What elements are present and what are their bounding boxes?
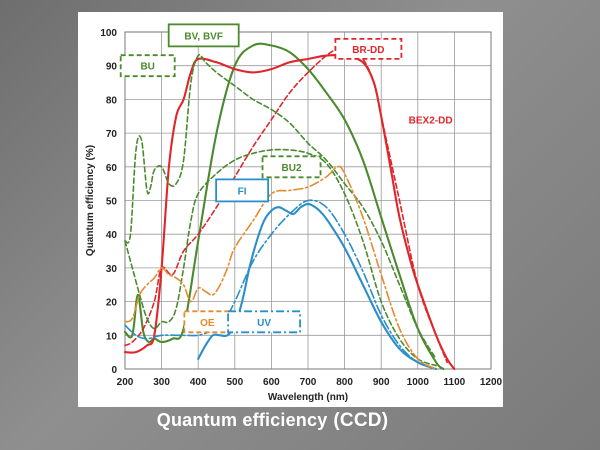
x-tick-label: 900 bbox=[373, 377, 390, 388]
y-axis-label: Quantum efficiency (%) bbox=[85, 145, 96, 256]
series-line-bv-bvf bbox=[123, 42, 445, 371]
y-tick-label: 30 bbox=[106, 264, 118, 275]
y-tick-label: 70 bbox=[106, 129, 118, 140]
legend-label-br-dd: BR-DD bbox=[352, 45, 384, 56]
x-tick-label: 200 bbox=[117, 377, 134, 388]
y-tick-label: 100 bbox=[100, 28, 117, 39]
legend-label-fi: FI bbox=[238, 186, 247, 197]
legend-box-bu bbox=[119, 54, 176, 78]
x-axis-label: Wavelength (nm) bbox=[268, 392, 348, 403]
legend-box-bv-bvf bbox=[167, 23, 240, 48]
y-tick-label: 0 bbox=[111, 365, 117, 376]
legend-label-oe: OE bbox=[200, 318, 215, 329]
x-tick-label: 600 bbox=[263, 377, 280, 388]
x-tick-label: 800 bbox=[336, 377, 353, 388]
legend-label-bex2-dd: BEX2-DD bbox=[409, 116, 453, 127]
legend-box-br-dd bbox=[334, 37, 403, 60]
legend-box-bu2 bbox=[261, 155, 322, 179]
series-line-bu2 bbox=[124, 148, 437, 367]
x-tick-label: 1200 bbox=[480, 377, 503, 388]
slide-caption: Quantum efficiency (CCD) bbox=[0, 410, 545, 432]
legend-label-bu: BU bbox=[140, 62, 154, 73]
x-tick-label: 500 bbox=[226, 377, 243, 388]
x-tick-label: 700 bbox=[300, 377, 317, 388]
y-tick-label: 50 bbox=[106, 197, 118, 208]
legend-box-fi bbox=[215, 178, 270, 203]
y-tick-label: 80 bbox=[106, 95, 118, 106]
legend-label-bu2: BU2 bbox=[282, 163, 302, 174]
series-line-uv bbox=[124, 199, 437, 370]
x-tick-label: 400 bbox=[190, 377, 207, 388]
series-line-oe bbox=[124, 165, 437, 370]
x-tick-label: 300 bbox=[153, 377, 170, 388]
series-line-bex2-dd bbox=[123, 53, 456, 371]
y-tick-label: 10 bbox=[106, 331, 118, 342]
legend: BV, BVF BU BR-DD BEX2-DD BU2 FI OE UV bbox=[119, 23, 453, 334]
plot-frame bbox=[124, 31, 492, 370]
series-lines bbox=[123, 42, 456, 371]
caption-main: Quantum efficiency bbox=[156, 410, 328, 430]
legend-label-uv: UV bbox=[257, 318, 271, 329]
x-tick-label: 1100 bbox=[444, 377, 466, 388]
legend-label-bv-bvf: BV, BVF bbox=[184, 31, 223, 42]
x-tick-label: 1000 bbox=[407, 377, 430, 388]
y-tick-label: 60 bbox=[106, 163, 118, 174]
legend-box-uv bbox=[227, 310, 301, 334]
y-tick-label: 90 bbox=[106, 62, 118, 73]
caption-suffix: (CCD) bbox=[333, 410, 389, 431]
series-line-bu bbox=[124, 53, 437, 360]
y-tick-label: 40 bbox=[106, 230, 118, 241]
series-line-fi bbox=[197, 202, 438, 371]
y-tick-label: 20 bbox=[106, 298, 118, 309]
